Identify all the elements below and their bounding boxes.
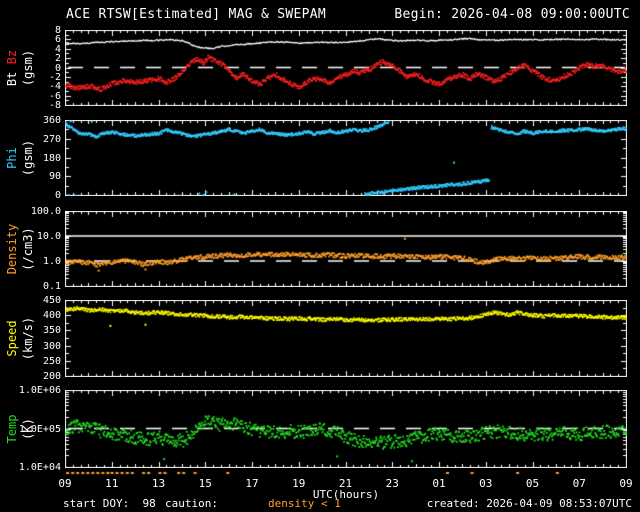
axis-unit-text: (/cm3) bbox=[21, 227, 35, 271]
y-tick-label-speed: 350 bbox=[42, 325, 61, 337]
y-tick-label-mag: -8 bbox=[48, 100, 61, 111]
axis-title-text: Bz bbox=[5, 49, 19, 72]
begin-timestamp: Begin: 2026-04-08 09:00:00UTC bbox=[394, 7, 630, 22]
y-axis-title-mag: Bt Bz (gsm) bbox=[4, 30, 36, 106]
axis-unit-text: (km/s) bbox=[21, 316, 35, 361]
y-tick-label-density: 1.0 bbox=[42, 256, 61, 267]
y-tick-label-speed: 300 bbox=[42, 340, 61, 352]
y-axis-title-speed: Speed (km/s) bbox=[4, 300, 36, 377]
y-tick-label-mag: 0 bbox=[54, 62, 61, 74]
axis-title-text: Temp bbox=[5, 414, 19, 444]
start-doy-label: start DOY: 98 bbox=[63, 497, 156, 510]
y-tick-label-mag: -4 bbox=[48, 81, 61, 93]
x-tick-label: 05 bbox=[525, 477, 540, 490]
y-tick-label-temp: 1.0E+05 bbox=[18, 423, 61, 435]
created-timestamp: created: 2026-04-09 08:53:07UTC bbox=[426, 497, 632, 510]
axis-unit-text: (K) bbox=[21, 418, 35, 440]
x-tick-label: 11 bbox=[105, 477, 119, 490]
caution-condition-label: density < 1 bbox=[268, 497, 341, 510]
y-tick-label-density: 10.0 bbox=[36, 231, 61, 242]
y-tick-label-speed: 250 bbox=[42, 355, 61, 367]
plot-title: ACE RTSW[Estimated] MAG & SWEPAM bbox=[66, 7, 327, 22]
y-axis-title-density: Density (/cm3) bbox=[4, 211, 36, 287]
axis-unit-text: (gsm) bbox=[21, 139, 35, 177]
x-tick-label: 21 bbox=[338, 477, 353, 490]
axis-unit-text: (gsm) bbox=[21, 49, 35, 87]
y-tick-label-phi: 90 bbox=[48, 171, 61, 183]
y-tick-label-mag: 4 bbox=[54, 43, 61, 55]
y-tick-label-speed: 400 bbox=[42, 310, 61, 322]
x-tick-label: 07 bbox=[572, 477, 586, 490]
caution-label: caution: bbox=[165, 497, 218, 510]
axis-title-text: Phi bbox=[5, 147, 19, 169]
x-tick-label: 15 bbox=[198, 477, 212, 490]
density-panel bbox=[65, 211, 627, 287]
x-tick-label: 09 bbox=[58, 477, 72, 490]
temp-panel bbox=[65, 390, 627, 468]
x-tick-label: 17 bbox=[245, 477, 259, 490]
x-tick-label: 03 bbox=[479, 477, 493, 490]
caution-marks-strip bbox=[65, 471, 627, 475]
y-tick-label-phi: 270 bbox=[42, 133, 61, 145]
y-tick-label-mag: -6 bbox=[48, 90, 61, 102]
y-tick-label-mag: -2 bbox=[48, 71, 61, 83]
y-tick-label-phi: 0 bbox=[54, 190, 61, 201]
y-tick-label-speed: 200 bbox=[42, 371, 61, 382]
y-tick-label-density: 0.1 bbox=[42, 281, 61, 292]
y-axis-title-phi: Phi (gsm) bbox=[4, 120, 36, 196]
y-tick-label-mag: 6 bbox=[54, 34, 61, 46]
mag-bt-bz-panel bbox=[65, 30, 627, 106]
axis-title-text: Bt bbox=[5, 71, 19, 87]
y-tick-label-density: 100.0 bbox=[30, 206, 61, 217]
axis-title-text: Speed bbox=[5, 320, 19, 357]
axis-title-text: Density bbox=[5, 223, 19, 275]
x-axis-title: UTC(hours) bbox=[312, 488, 380, 501]
x-tick-label: 19 bbox=[292, 477, 306, 490]
x-tick-label: 01 bbox=[432, 477, 446, 490]
y-tick-label-phi: 180 bbox=[42, 152, 61, 164]
y-tick-label-mag: 8 bbox=[54, 25, 61, 36]
y-axis-title-temp: Temp (K) bbox=[4, 390, 36, 468]
y-tick-label-phi: 360 bbox=[42, 115, 61, 126]
y-tick-label-speed: 450 bbox=[42, 295, 61, 306]
phi-panel bbox=[65, 120, 627, 196]
speed-panel bbox=[65, 300, 627, 377]
x-tick-label: 09 bbox=[619, 477, 633, 490]
y-tick-label-temp: 1.0E+06 bbox=[18, 385, 61, 396]
y-tick-label-temp: 1.0E+04 bbox=[18, 462, 61, 473]
x-tick-label: 23 bbox=[385, 477, 399, 490]
y-tick-label-mag: 2 bbox=[54, 53, 61, 65]
x-tick-label: 13 bbox=[151, 477, 166, 490]
